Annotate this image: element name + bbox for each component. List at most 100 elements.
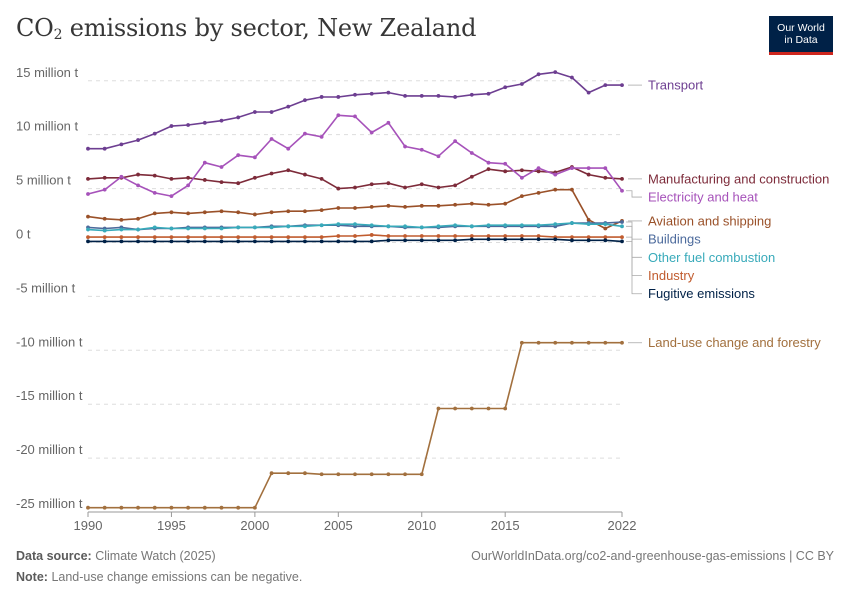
- data-point-1-4[interactable]: [152, 173, 157, 178]
- data-point-0-26[interactable]: [519, 82, 524, 86]
- data-point-8-5[interactable]: [169, 505, 174, 510]
- data-point-1-22[interactable]: [453, 183, 458, 188]
- data-point-5-15[interactable]: [336, 222, 341, 227]
- series-label-0[interactable]: Transport: [648, 78, 704, 93]
- data-point-5-30[interactable]: [586, 222, 591, 227]
- data-point-5-14[interactable]: [319, 223, 324, 228]
- data-point-2-1[interactable]: [102, 187, 107, 192]
- data-point-2-25[interactable]: [503, 161, 508, 166]
- data-point-3-8[interactable]: [219, 209, 224, 214]
- data-point-8-27[interactable]: [536, 340, 541, 345]
- data-point-6-21[interactable]: [436, 234, 441, 238]
- data-point-7-0[interactable]: [86, 239, 90, 244]
- data-point-0-11[interactable]: [269, 110, 274, 114]
- data-point-1-32[interactable]: [620, 176, 624, 181]
- data-point-2-30[interactable]: [586, 166, 591, 171]
- data-point-6-13[interactable]: [303, 235, 307, 239]
- data-point-3-0[interactable]: [86, 214, 90, 219]
- data-point-2-15[interactable]: [336, 113, 341, 118]
- data-point-7-17[interactable]: [369, 239, 374, 244]
- data-point-7-2[interactable]: [119, 239, 124, 244]
- series-label-5[interactable]: Other fuel combustion: [648, 250, 775, 265]
- data-point-0-25[interactable]: [503, 85, 508, 90]
- data-point-7-1[interactable]: [102, 239, 107, 244]
- data-point-5-1[interactable]: [102, 228, 107, 233]
- data-point-6-26[interactable]: [519, 234, 524, 238]
- data-point-1-12[interactable]: [286, 168, 291, 173]
- data-point-7-22[interactable]: [453, 238, 458, 243]
- data-point-2-13[interactable]: [303, 131, 307, 136]
- data-point-3-2[interactable]: [119, 217, 124, 222]
- series-label-7[interactable]: Fugitive emissions: [648, 286, 755, 301]
- data-point-7-31[interactable]: [603, 238, 608, 243]
- data-point-1-19[interactable]: [403, 185, 407, 190]
- data-point-5-18[interactable]: [386, 224, 391, 229]
- data-point-8-11[interactable]: [269, 471, 274, 476]
- data-point-3-15[interactable]: [336, 206, 341, 210]
- data-point-2-18[interactable]: [386, 120, 391, 125]
- data-point-5-12[interactable]: [286, 224, 291, 229]
- data-point-8-19[interactable]: [403, 472, 407, 477]
- series-label-8[interactable]: Land-use change and forestry: [648, 335, 821, 350]
- data-point-0-29[interactable]: [570, 75, 574, 80]
- data-point-7-30[interactable]: [586, 238, 591, 243]
- data-point-2-23[interactable]: [469, 151, 474, 155]
- data-point-3-26[interactable]: [519, 194, 524, 199]
- data-point-2-16[interactable]: [353, 114, 357, 119]
- data-point-0-23[interactable]: [469, 92, 474, 97]
- series-label-4[interactable]: Buildings: [648, 232, 701, 247]
- data-point-0-9[interactable]: [236, 115, 241, 120]
- data-point-1-15[interactable]: [336, 186, 341, 191]
- owid-logo[interactable]: Our World in Data: [769, 16, 833, 55]
- data-point-5-4[interactable]: [152, 225, 157, 230]
- data-point-6-20[interactable]: [419, 234, 424, 238]
- data-point-7-25[interactable]: [503, 237, 508, 242]
- data-point-1-23[interactable]: [469, 174, 474, 179]
- data-point-2-7[interactable]: [202, 160, 207, 165]
- data-point-5-27[interactable]: [536, 223, 541, 228]
- data-point-8-8[interactable]: [219, 505, 224, 510]
- data-point-0-14[interactable]: [319, 95, 324, 99]
- data-point-8-24[interactable]: [486, 406, 491, 411]
- data-point-8-16[interactable]: [353, 472, 357, 477]
- data-point-0-3[interactable]: [136, 138, 140, 142]
- data-point-8-22[interactable]: [453, 406, 458, 411]
- data-point-5-25[interactable]: [503, 223, 508, 228]
- data-point-6-15[interactable]: [336, 234, 341, 238]
- data-point-7-6[interactable]: [186, 239, 191, 244]
- data-point-8-25[interactable]: [503, 406, 508, 411]
- data-point-8-13[interactable]: [303, 471, 307, 476]
- data-point-0-17[interactable]: [369, 91, 374, 96]
- data-point-5-29[interactable]: [570, 221, 574, 225]
- data-point-3-18[interactable]: [386, 203, 391, 208]
- data-point-0-24[interactable]: [486, 91, 491, 96]
- data-point-6-4[interactable]: [152, 235, 157, 239]
- data-point-7-10[interactable]: [252, 239, 257, 244]
- data-point-6-1[interactable]: [102, 235, 107, 239]
- data-point-1-5[interactable]: [169, 176, 174, 181]
- data-point-6-5[interactable]: [169, 235, 174, 239]
- data-point-3-24[interactable]: [486, 202, 491, 207]
- data-point-5-3[interactable]: [136, 227, 140, 232]
- data-point-6-12[interactable]: [286, 235, 291, 239]
- data-point-2-17[interactable]: [369, 130, 374, 135]
- data-point-5-20[interactable]: [419, 225, 424, 230]
- data-point-2-27[interactable]: [536, 166, 541, 171]
- data-point-2-6[interactable]: [186, 183, 191, 188]
- data-point-2-10[interactable]: [252, 155, 257, 160]
- data-point-1-25[interactable]: [503, 169, 508, 174]
- data-point-8-23[interactable]: [469, 406, 474, 411]
- data-point-1-11[interactable]: [269, 171, 274, 176]
- data-point-7-14[interactable]: [319, 239, 324, 244]
- data-point-1-7[interactable]: [202, 178, 207, 182]
- data-point-3-9[interactable]: [236, 210, 241, 215]
- data-point-2-8[interactable]: [219, 165, 224, 169]
- data-point-0-1[interactable]: [102, 146, 107, 151]
- data-point-6-6[interactable]: [186, 235, 191, 239]
- data-point-1-3[interactable]: [136, 172, 140, 177]
- data-point-0-5[interactable]: [169, 124, 174, 128]
- data-point-1-14[interactable]: [319, 176, 324, 181]
- data-point-4-32[interactable]: [620, 220, 624, 224]
- data-point-1-24[interactable]: [486, 167, 491, 172]
- data-point-6-7[interactable]: [202, 235, 207, 239]
